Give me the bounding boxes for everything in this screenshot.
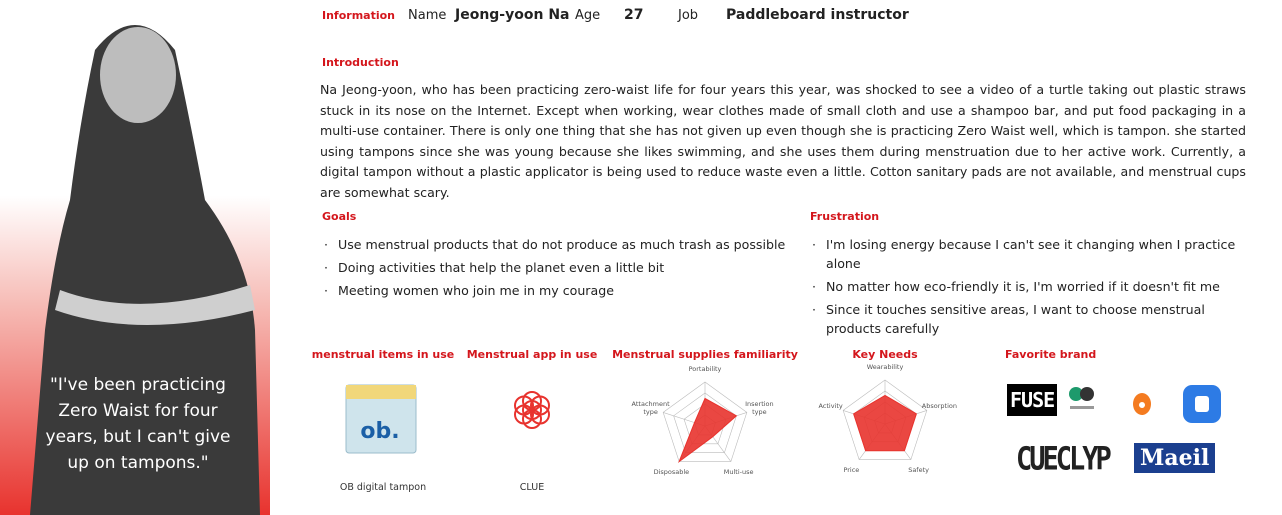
radar-area — [854, 395, 917, 450]
brand-icons — [1060, 384, 1260, 424]
section-title: Key Needs — [852, 348, 917, 361]
brand-logo: CUECLYP — [1016, 441, 1109, 478]
axis-label: Multi-use — [717, 468, 761, 476]
radar-layer — [0, 0, 1282, 515]
axis-label: Price — [829, 466, 873, 474]
axis-label: Safety — [897, 466, 941, 474]
axis-label: Absorption — [917, 402, 961, 410]
brand-logo: Maeil — [1134, 443, 1215, 473]
persona-page: "I've been practicing Zero Waist for fou… — [0, 0, 1282, 515]
axis-label: Activity — [809, 402, 853, 410]
axis-label: Portability — [683, 365, 727, 373]
axis-label: Wearability — [863, 363, 907, 371]
brand-logo: FUSE — [1007, 384, 1057, 416]
axis-label: Insertion type — [737, 400, 781, 416]
axis-label: Disposable — [649, 468, 693, 476]
section-title: Menstrual supplies familiarity — [612, 348, 798, 361]
axis-label: Attachment type — [629, 400, 673, 416]
section-title: Favorite brand — [1005, 348, 1096, 361]
